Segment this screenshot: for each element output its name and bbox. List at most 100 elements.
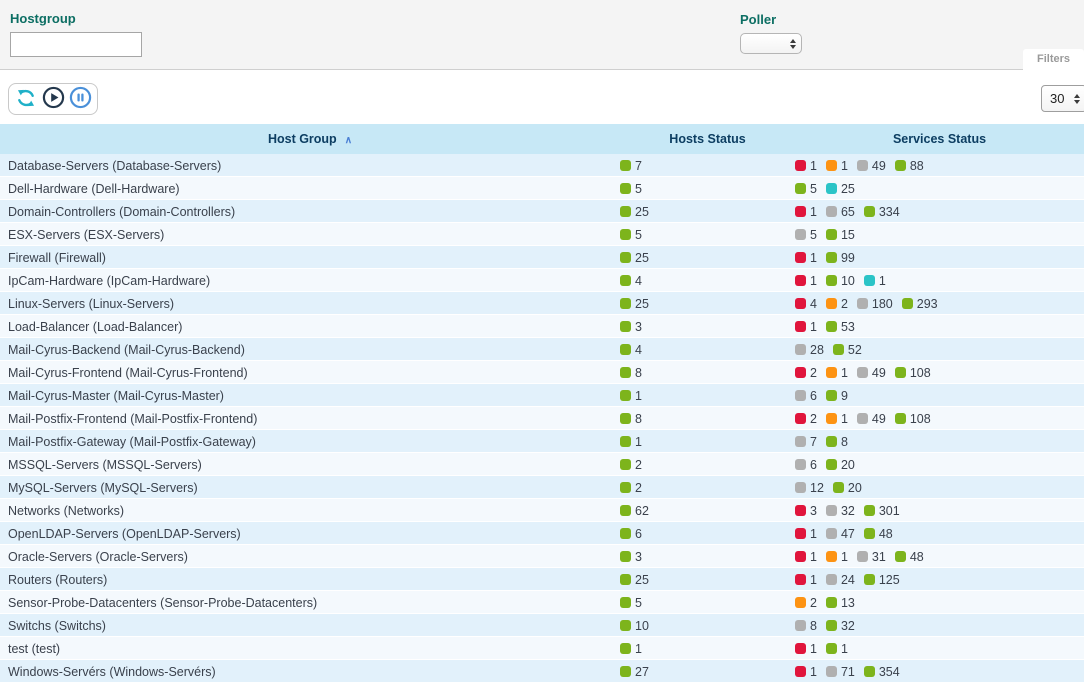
status-count-red[interactable]: 1 [795, 550, 817, 564]
status-count-green[interactable]: 5 [620, 228, 642, 242]
hostgroup-name[interactable]: MySQL-Servers (MySQL-Servers) [8, 480, 198, 495]
status-count-green[interactable]: 4 [620, 343, 642, 357]
status-count-orange[interactable]: 1 [825, 412, 848, 426]
table-row[interactable]: Dell-Hardware (Dell-Hardware) 5 5 25 [0, 177, 1084, 200]
hostgroup-name[interactable]: Windows-Servérs (Windows-Servérs) [8, 664, 216, 679]
status-count-green[interactable]: 52 [832, 343, 862, 357]
status-count-green[interactable]: 27 [620, 665, 649, 679]
status-count-green[interactable]: 8 [620, 366, 642, 380]
status-count-red[interactable]: 1 [795, 274, 817, 288]
table-row[interactable]: ESX-Servers (ESX-Servers) 5 5 15 [0, 223, 1084, 246]
status-count-cyan[interactable]: 25 [825, 182, 855, 196]
status-count-gray[interactable]: 24 [825, 573, 855, 587]
status-count-green[interactable]: 5 [620, 596, 642, 610]
status-count-cyan[interactable]: 1 [863, 274, 886, 288]
table-row[interactable]: Domain-Controllers (Domain-Controllers) 2… [0, 200, 1084, 223]
status-count-gray[interactable]: 6 [795, 389, 817, 403]
status-count-gray[interactable]: 5 [795, 228, 817, 242]
poller-select[interactable] [740, 33, 802, 54]
status-count-green[interactable]: 25 [620, 205, 649, 219]
table-row[interactable]: Mail-Cyrus-Backend (Mail-Cyrus-Backend) 4… [0, 338, 1084, 361]
table-row[interactable]: Mail-Cyrus-Frontend (Mail-Cyrus-Frontend… [0, 361, 1084, 384]
hostgroup-name[interactable]: Routers (Routers) [8, 572, 108, 587]
status-count-red[interactable]: 1 [795, 159, 817, 173]
status-count-gray[interactable]: 7 [795, 435, 817, 449]
status-count-gray[interactable]: 49 [856, 366, 886, 380]
status-count-orange[interactable]: 1 [825, 550, 848, 564]
status-count-green[interactable]: 25 [620, 251, 649, 265]
status-count-green[interactable]: 5 [795, 182, 817, 196]
status-count-green[interactable]: 32 [825, 619, 855, 633]
status-count-red[interactable]: 1 [795, 320, 817, 334]
status-count-gray[interactable]: 12 [795, 481, 824, 495]
hostgroup-input[interactable] [10, 32, 142, 57]
status-count-green[interactable]: 125 [863, 573, 900, 587]
hostgroup-name[interactable]: Mail-Cyrus-Master (Mail-Cyrus-Master) [8, 388, 224, 403]
status-count-green[interactable]: 2 [620, 481, 642, 495]
status-count-green[interactable]: 15 [825, 228, 855, 242]
table-row[interactable]: MSSQL-Servers (MSSQL-Servers) 2 6 20 [0, 453, 1084, 476]
status-count-green[interactable]: 20 [825, 458, 855, 472]
status-count-green[interactable]: 293 [901, 297, 938, 311]
status-count-green[interactable]: 8 [825, 435, 848, 449]
status-count-green[interactable]: 20 [832, 481, 862, 495]
table-row[interactable]: Windows-Servérs (Windows-Servérs) 27 1 71 35… [0, 660, 1084, 683]
hostgroup-name[interactable]: Mail-Postfix-Frontend (Mail-Postfix-Fron… [8, 411, 258, 426]
hostgroup-name[interactable]: Mail-Cyrus-Frontend (Mail-Cyrus-Frontend… [8, 365, 248, 380]
status-count-green[interactable]: 10 [620, 619, 649, 633]
status-count-green[interactable]: 108 [894, 412, 931, 426]
status-count-gray[interactable]: 180 [856, 297, 893, 311]
status-count-green[interactable]: 13 [825, 596, 855, 610]
status-count-green[interactable]: 88 [894, 159, 924, 173]
column-header-services-status[interactable]: Services Status [892, 132, 987, 146]
status-count-red[interactable]: 4 [795, 297, 817, 311]
status-count-green[interactable]: 25 [620, 573, 649, 587]
status-count-green[interactable]: 1 [620, 389, 642, 403]
table-row[interactable]: Load-Balancer (Load-Balancer) 3 1 53 [0, 315, 1084, 338]
hostgroup-name[interactable]: Firewall (Firewall) [8, 250, 106, 265]
status-count-red[interactable]: 1 [795, 527, 817, 541]
table-row[interactable]: Routers (Routers) 25 1 24 125 [0, 568, 1084, 591]
status-count-orange[interactable]: 2 [825, 297, 848, 311]
status-count-red[interactable]: 1 [795, 573, 817, 587]
status-count-red[interactable]: 2 [795, 366, 817, 380]
column-header-host-group[interactable]: Host Group ∧ [267, 132, 353, 146]
status-count-green[interactable]: 6 [620, 527, 642, 541]
status-count-gray[interactable]: 28 [795, 343, 824, 357]
table-row[interactable]: Switchs (Switchs) 10 8 32 [0, 614, 1084, 637]
table-row[interactable]: Mail-Postfix-Gateway (Mail-Postfix-Gatew… [0, 430, 1084, 453]
status-count-green[interactable]: 301 [863, 504, 900, 518]
status-count-green[interactable]: 3 [620, 550, 642, 564]
status-count-gray[interactable]: 6 [795, 458, 817, 472]
status-count-red[interactable]: 3 [795, 504, 817, 518]
status-count-green[interactable]: 7 [620, 159, 642, 173]
status-count-green[interactable]: 48 [894, 550, 924, 564]
table-row[interactable]: IpCam-Hardware (IpCam-Hardware) 4 1 10 1 [0, 269, 1084, 292]
status-count-red[interactable]: 1 [795, 251, 817, 265]
status-count-green[interactable]: 354 [863, 665, 900, 679]
status-count-orange[interactable]: 1 [825, 159, 848, 173]
status-count-green[interactable]: 2 [620, 458, 642, 472]
pause-button[interactable] [68, 86, 92, 111]
page-size-select[interactable]: 30 [1041, 85, 1084, 112]
table-row[interactable]: Oracle-Servers (Oracle-Servers) 3 1 1 31 48 [0, 545, 1084, 568]
status-count-gray[interactable]: 49 [856, 159, 886, 173]
status-count-green[interactable]: 9 [825, 389, 848, 403]
table-row[interactable]: Firewall (Firewall) 25 1 99 [0, 246, 1084, 269]
hostgroup-name[interactable]: Mail-Cyrus-Backend (Mail-Cyrus-Backend) [8, 342, 245, 357]
hostgroup-name[interactable]: Switchs (Switchs) [8, 618, 106, 633]
refresh-button[interactable] [14, 87, 38, 111]
status-count-orange[interactable]: 2 [795, 596, 817, 610]
status-count-green[interactable]: 99 [825, 251, 855, 265]
table-row[interactable]: test (test) 1 1 1 [0, 637, 1084, 660]
status-count-gray[interactable]: 47 [825, 527, 855, 541]
status-count-green[interactable]: 25 [620, 297, 649, 311]
status-count-green[interactable]: 1 [620, 642, 642, 656]
play-button[interactable] [41, 86, 65, 111]
status-count-gray[interactable]: 8 [795, 619, 817, 633]
status-count-green[interactable]: 334 [863, 205, 900, 219]
status-count-green[interactable]: 3 [620, 320, 642, 334]
hostgroup-name[interactable]: Load-Balancer (Load-Balancer) [8, 319, 183, 334]
hostgroup-name[interactable]: Domain-Controllers (Domain-Controllers) [8, 204, 236, 219]
hostgroup-name[interactable]: ESX-Servers (ESX-Servers) [8, 227, 165, 242]
